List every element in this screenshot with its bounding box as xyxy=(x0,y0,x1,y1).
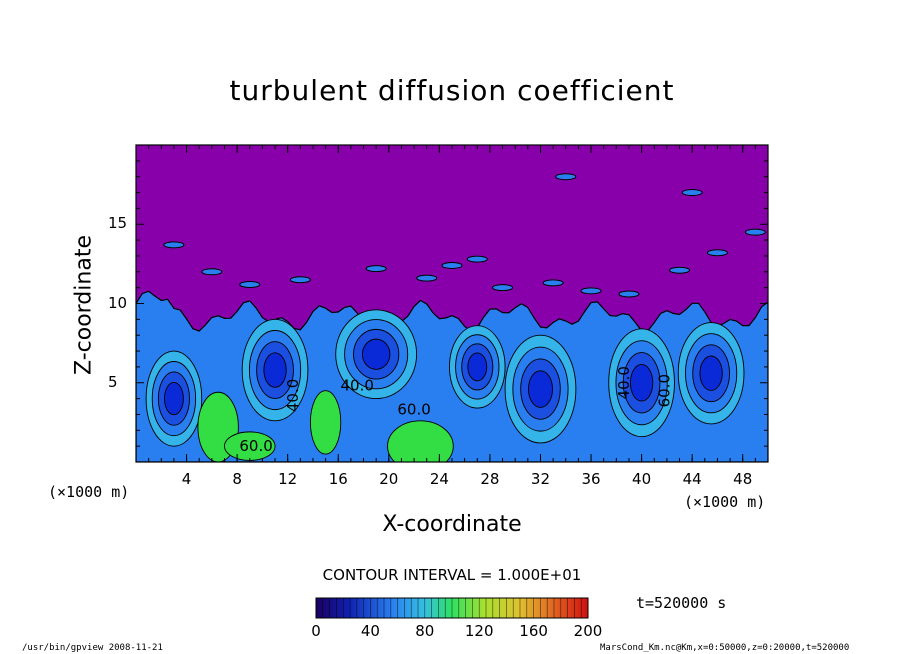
x-tick-label: 32 xyxy=(530,470,551,488)
filament xyxy=(201,268,223,276)
eddy xyxy=(677,322,745,425)
contour-labels: 40.0 40.0 40.0 60.0 60.0 60.0 xyxy=(239,366,673,455)
x-unit-left: (×1000 m) xyxy=(48,483,130,501)
x-tick-label: 44 xyxy=(682,470,702,488)
x-tick-label: 36 xyxy=(581,470,601,488)
contour-label: 60.0 xyxy=(239,437,272,455)
x-axis-label: X-coordinate xyxy=(382,512,522,537)
filament xyxy=(239,280,261,288)
x-tick-label: 16 xyxy=(328,470,348,488)
x-tick-label: 28 xyxy=(480,470,500,488)
contour-label: 40.0 xyxy=(340,377,373,395)
x-tick-label: 40 xyxy=(632,470,652,488)
x-tick-label: 12 xyxy=(278,470,298,488)
eddy-contour xyxy=(263,352,287,388)
x-unit-right: (×1000 m) xyxy=(684,493,766,511)
filament xyxy=(706,249,728,257)
eddy xyxy=(145,350,203,447)
colorbar-tick-label: 200 xyxy=(573,622,603,640)
filament xyxy=(542,279,564,287)
eddy-contour xyxy=(699,355,723,391)
footer-left: /usr/bin/gpview 2008-11-21 xyxy=(22,643,163,653)
eddy xyxy=(335,309,418,400)
x-tick-label: 8 xyxy=(232,470,242,488)
time-label: t=520000 s xyxy=(636,594,727,612)
x-tick-label: 24 xyxy=(429,470,449,488)
high-value-patch xyxy=(387,420,454,462)
contour-label: 60.0 xyxy=(655,374,673,407)
colorbar-tick-label: 80 xyxy=(415,622,435,640)
eddy-contour xyxy=(467,352,488,382)
contour-interval: CONTOUR INTERVAL = 1.000E+01 xyxy=(322,566,582,584)
filament xyxy=(365,265,387,273)
filament xyxy=(466,255,488,263)
eddy-contour xyxy=(527,370,553,408)
filament xyxy=(416,274,438,282)
field-layer xyxy=(136,145,768,462)
eddy-contour xyxy=(164,381,184,416)
filament xyxy=(492,284,514,292)
colorbar-tick-label: 0 xyxy=(311,622,321,640)
filament xyxy=(580,287,602,295)
y-axis-label: Z-coordinate xyxy=(71,235,97,375)
y-tick-label: 5 xyxy=(108,372,118,391)
filament xyxy=(744,228,766,236)
filament xyxy=(289,276,311,284)
footer-right: MarsCond_Km.nc@Km,x=0:50000,z=0:20000,t=… xyxy=(600,643,850,653)
filament xyxy=(669,266,691,274)
colorbar-stripes xyxy=(322,598,582,618)
eddy xyxy=(504,334,577,444)
colorbar-tick-label: 120 xyxy=(464,622,494,640)
contour-label: 40.0 xyxy=(615,366,633,399)
filament xyxy=(441,261,463,269)
x-tick-label: 4 xyxy=(181,470,192,488)
eddy xyxy=(449,325,506,409)
colorbar-tick-label: 40 xyxy=(360,622,380,640)
filament xyxy=(163,241,185,249)
eddy xyxy=(241,318,309,422)
chart-title: turbulent diffusion coefficient xyxy=(229,74,675,107)
filament xyxy=(618,290,640,298)
high-value-patch xyxy=(309,390,342,455)
colorbar-tick-label: 160 xyxy=(519,622,548,640)
contour-label: 60.0 xyxy=(397,400,430,418)
contour-label: 40.0 xyxy=(284,379,302,412)
filament xyxy=(555,173,577,181)
x-tick-label: 48 xyxy=(733,470,753,488)
x-tick-label: 20 xyxy=(379,470,399,488)
eddy xyxy=(608,328,675,438)
y-tick-label: 15 xyxy=(108,214,128,233)
filament xyxy=(681,189,703,197)
eddy-contour xyxy=(629,363,654,402)
axis-ticks xyxy=(136,145,768,462)
y-tick-label: 10 xyxy=(108,293,128,312)
eddy-contour xyxy=(361,338,391,370)
